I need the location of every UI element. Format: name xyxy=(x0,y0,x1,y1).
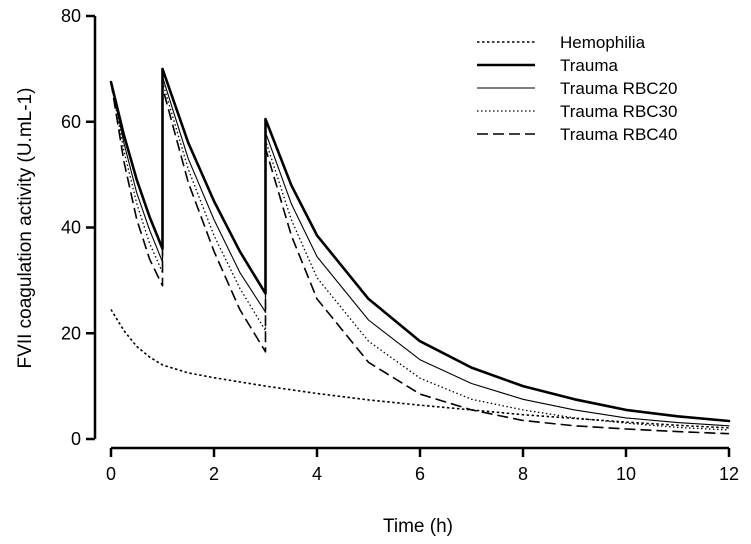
series-line-trauma-rbc30 xyxy=(110,81,730,431)
series-line-trauma xyxy=(109,67,731,423)
y-axis-label: FVII coagulation activity (U.mL-1) xyxy=(15,88,36,369)
x-tick-label: 10 xyxy=(616,464,636,484)
axes: 0 20 40 60 80 0 2 4 6 8 10 12 xyxy=(61,6,739,484)
series-line-trauma-rbc40 xyxy=(110,81,730,435)
legend-label: Trauma RBC30 xyxy=(560,102,677,121)
y-tick-label: 40 xyxy=(61,218,81,238)
x-tick-label: 6 xyxy=(415,464,425,484)
y-tick-label: 80 xyxy=(61,6,81,26)
y-tick-label: 60 xyxy=(61,112,81,132)
x-tick-label: 0 xyxy=(106,464,116,484)
legend: Hemophilia Trauma Trauma RBC20 Trauma RBC30… xyxy=(477,33,677,144)
x-tick-label: 2 xyxy=(209,464,219,484)
series-line-hemophilia xyxy=(110,309,730,429)
y-tick-label: 0 xyxy=(71,429,81,449)
y-tick-label: 20 xyxy=(61,323,81,343)
series-lines xyxy=(109,67,731,435)
x-tick-label: 4 xyxy=(312,464,322,484)
x-tick-label: 12 xyxy=(719,464,739,484)
x-axis-label: Time (h) xyxy=(383,516,453,537)
x-tick-label: 8 xyxy=(518,464,528,484)
legend-label: Hemophilia xyxy=(560,33,646,52)
legend-label: Trauma RBC40 xyxy=(560,125,677,144)
series-line-trauma-rbc20 xyxy=(110,76,730,427)
legend-label: Trauma RBC20 xyxy=(560,79,677,98)
legend-label: Trauma xyxy=(560,56,618,75)
